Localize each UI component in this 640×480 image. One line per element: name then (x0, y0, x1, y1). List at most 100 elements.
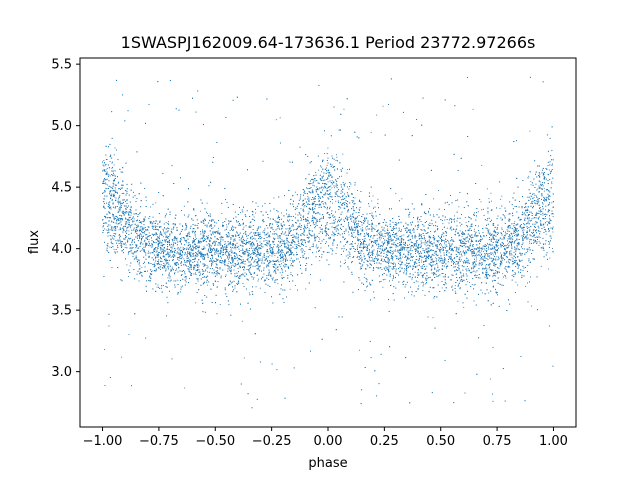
data-point (112, 243, 114, 245)
data-point (350, 220, 352, 222)
data-point (145, 245, 147, 247)
data-point (538, 235, 540, 237)
data-point (318, 169, 320, 171)
data-point (383, 238, 384, 239)
data-point (416, 255, 418, 257)
data-point (239, 275, 241, 277)
data-point (140, 274, 142, 276)
data-point (454, 257, 456, 258)
data-point (218, 227, 219, 229)
data-point (290, 264, 292, 266)
data-point (533, 217, 535, 219)
data-point (219, 303, 221, 305)
data-point (245, 249, 247, 250)
data-point (119, 208, 121, 210)
data-point (234, 246, 236, 248)
data-point (526, 237, 528, 239)
data-point (121, 356, 123, 358)
data-point (550, 213, 552, 215)
data-point (450, 256, 452, 258)
data-point (355, 212, 357, 213)
data-point (446, 255, 448, 256)
data-point (361, 246, 363, 248)
data-point (105, 169, 107, 171)
data-point (472, 108, 474, 110)
data-point (548, 244, 550, 245)
data-point (253, 219, 255, 221)
data-point (401, 198, 403, 200)
data-point (384, 268, 385, 270)
data-point (300, 268, 301, 269)
data-point (243, 226, 245, 228)
data-point (140, 229, 142, 231)
data-point (402, 281, 404, 283)
data-point (346, 203, 348, 205)
data-point (161, 287, 162, 289)
data-point (401, 248, 403, 250)
data-point (272, 249, 274, 250)
data-point (274, 252, 276, 254)
data-point (352, 207, 354, 209)
data-point (118, 234, 120, 236)
data-point (182, 249, 184, 250)
data-point (488, 267, 490, 269)
data-point (471, 284, 473, 286)
data-point (300, 208, 302, 210)
data-point (402, 256, 404, 258)
data-point (319, 219, 320, 220)
data-point (259, 248, 261, 250)
data-point (352, 234, 354, 236)
data-point (295, 207, 297, 209)
data-point (442, 276, 444, 278)
data-point (552, 216, 554, 217)
data-point (195, 244, 197, 246)
data-point (447, 241, 449, 243)
data-point (387, 237, 389, 239)
data-point (495, 263, 497, 265)
data-point (416, 263, 418, 264)
data-point (476, 258, 478, 260)
data-point (439, 237, 441, 239)
data-point (542, 203, 544, 205)
data-point (314, 206, 316, 207)
data-point (246, 249, 248, 251)
data-point (111, 235, 113, 237)
data-point (548, 230, 550, 232)
data-point (468, 241, 470, 243)
data-point (359, 349, 360, 351)
chart-title: 1SWASPJ162009.64-173636.1 Period 23772.9… (121, 33, 536, 52)
data-point (516, 228, 518, 230)
data-point (138, 221, 140, 223)
data-point (153, 235, 155, 236)
data-point (399, 258, 401, 260)
data-point (517, 265, 519, 267)
data-point (326, 190, 328, 191)
data-point (517, 266, 519, 268)
data-point (382, 243, 384, 244)
data-point (334, 187, 335, 189)
data-point (358, 208, 360, 210)
data-point (443, 235, 445, 237)
data-point (279, 272, 281, 274)
data-point (497, 232, 499, 234)
data-point (115, 230, 117, 231)
data-point (138, 263, 140, 265)
data-point (166, 231, 168, 233)
data-point (409, 265, 411, 267)
data-point (358, 212, 359, 213)
data-point (128, 334, 130, 335)
data-point (312, 219, 314, 221)
data-point (551, 183, 553, 185)
data-point (271, 249, 273, 251)
data-point (372, 252, 374, 254)
data-point (539, 173, 541, 175)
data-point (366, 264, 368, 266)
data-point (148, 232, 150, 234)
data-point (540, 265, 542, 267)
data-point (255, 235, 257, 237)
data-point (151, 246, 153, 248)
data-point (434, 264, 436, 266)
data-point (257, 253, 259, 255)
data-point (357, 238, 359, 240)
data-point (482, 250, 484, 252)
